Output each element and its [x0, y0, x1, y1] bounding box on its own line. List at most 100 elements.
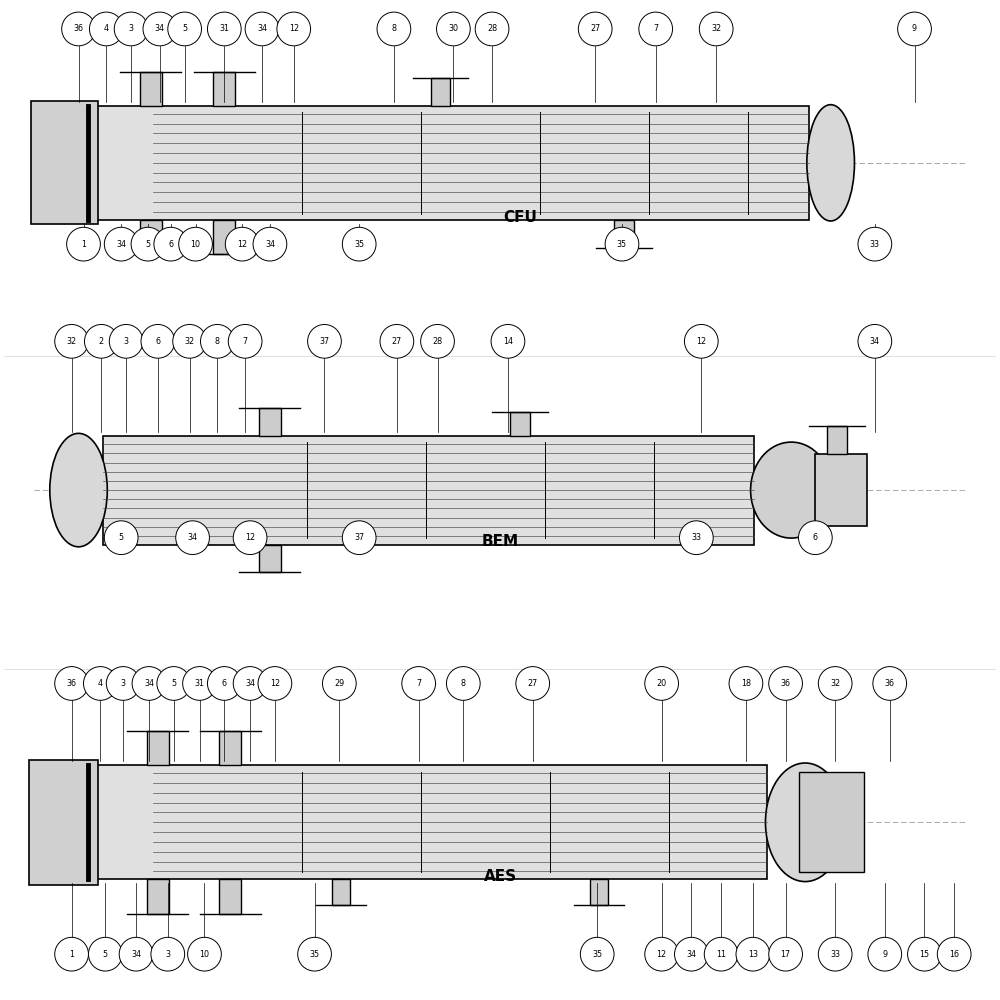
Circle shape: [183, 667, 216, 700]
Text: 6: 6: [168, 240, 173, 249]
Text: 34: 34: [116, 240, 126, 249]
Text: 3: 3: [165, 950, 170, 959]
Circle shape: [402, 667, 436, 700]
Circle shape: [228, 324, 262, 358]
Circle shape: [109, 324, 143, 358]
Text: 11: 11: [716, 950, 726, 959]
Text: 2: 2: [99, 337, 104, 346]
Circle shape: [188, 937, 221, 971]
Text: CFU: CFU: [503, 210, 537, 225]
Circle shape: [131, 227, 165, 261]
Text: 18: 18: [741, 679, 751, 688]
Bar: [614, 220, 634, 248]
Circle shape: [342, 227, 376, 261]
Text: 12: 12: [237, 240, 247, 249]
Circle shape: [769, 937, 802, 971]
Text: 12: 12: [696, 337, 706, 346]
Circle shape: [322, 667, 356, 700]
Circle shape: [173, 324, 206, 358]
Circle shape: [377, 12, 411, 46]
Text: 28: 28: [432, 337, 443, 346]
Text: 5: 5: [119, 533, 124, 542]
Circle shape: [645, 667, 679, 700]
Text: 17: 17: [781, 950, 791, 959]
Circle shape: [67, 227, 100, 261]
Circle shape: [516, 667, 550, 700]
Text: 8: 8: [215, 337, 220, 346]
Circle shape: [84, 667, 117, 700]
Circle shape: [143, 12, 177, 46]
Circle shape: [578, 12, 612, 46]
Circle shape: [106, 667, 140, 700]
Circle shape: [380, 324, 414, 358]
Circle shape: [868, 937, 902, 971]
Text: 31: 31: [195, 679, 205, 688]
Text: 3: 3: [124, 337, 129, 346]
Bar: [332, 879, 350, 905]
Ellipse shape: [50, 433, 107, 547]
Circle shape: [201, 324, 234, 358]
Circle shape: [342, 521, 376, 555]
Text: 29: 29: [334, 679, 344, 688]
Circle shape: [898, 12, 931, 46]
Text: 35: 35: [354, 240, 364, 249]
Circle shape: [704, 937, 738, 971]
Circle shape: [645, 937, 679, 971]
Circle shape: [491, 324, 525, 358]
Bar: [147, 879, 169, 914]
Text: 34: 34: [155, 24, 165, 33]
Text: 8: 8: [391, 24, 396, 33]
Text: 34: 34: [257, 24, 267, 33]
Circle shape: [798, 521, 832, 555]
Text: 34: 34: [144, 679, 154, 688]
Text: 34: 34: [245, 679, 255, 688]
Text: 12: 12: [657, 950, 667, 959]
Text: 8: 8: [461, 679, 466, 688]
Circle shape: [908, 937, 941, 971]
Circle shape: [132, 667, 166, 700]
Circle shape: [684, 324, 718, 358]
Circle shape: [769, 667, 802, 700]
Circle shape: [84, 324, 118, 358]
Text: 33: 33: [830, 950, 840, 959]
Circle shape: [233, 521, 267, 555]
Circle shape: [104, 227, 138, 261]
Text: 27: 27: [528, 679, 538, 688]
Text: 35: 35: [592, 950, 602, 959]
Text: 4: 4: [104, 24, 109, 33]
Text: 33: 33: [691, 533, 701, 542]
Circle shape: [168, 12, 202, 46]
Bar: [219, 731, 241, 765]
Circle shape: [207, 12, 241, 46]
Bar: [88, 765, 767, 879]
Text: 13: 13: [748, 950, 758, 959]
Text: 6: 6: [155, 337, 160, 346]
Text: 12: 12: [270, 679, 280, 688]
Text: 35: 35: [617, 240, 627, 249]
Bar: [259, 545, 281, 572]
Circle shape: [298, 937, 331, 971]
Text: 35: 35: [309, 950, 320, 959]
Text: 30: 30: [448, 24, 458, 33]
Circle shape: [729, 667, 763, 700]
Text: 10: 10: [191, 240, 201, 249]
Text: 32: 32: [185, 337, 195, 346]
Bar: [827, 426, 847, 454]
Circle shape: [818, 667, 852, 700]
Circle shape: [679, 521, 713, 555]
Ellipse shape: [751, 442, 832, 538]
Text: 34: 34: [131, 950, 141, 959]
Text: 36: 36: [885, 679, 895, 688]
Circle shape: [154, 227, 188, 261]
Text: 36: 36: [781, 679, 791, 688]
Circle shape: [736, 937, 770, 971]
Text: 12: 12: [289, 24, 299, 33]
Bar: [29, 760, 98, 885]
Bar: [140, 220, 162, 254]
Circle shape: [176, 521, 209, 555]
Text: 5: 5: [171, 679, 176, 688]
Text: 20: 20: [657, 679, 667, 688]
Text: 6: 6: [222, 679, 227, 688]
Text: 5: 5: [145, 240, 151, 249]
Circle shape: [55, 667, 88, 700]
